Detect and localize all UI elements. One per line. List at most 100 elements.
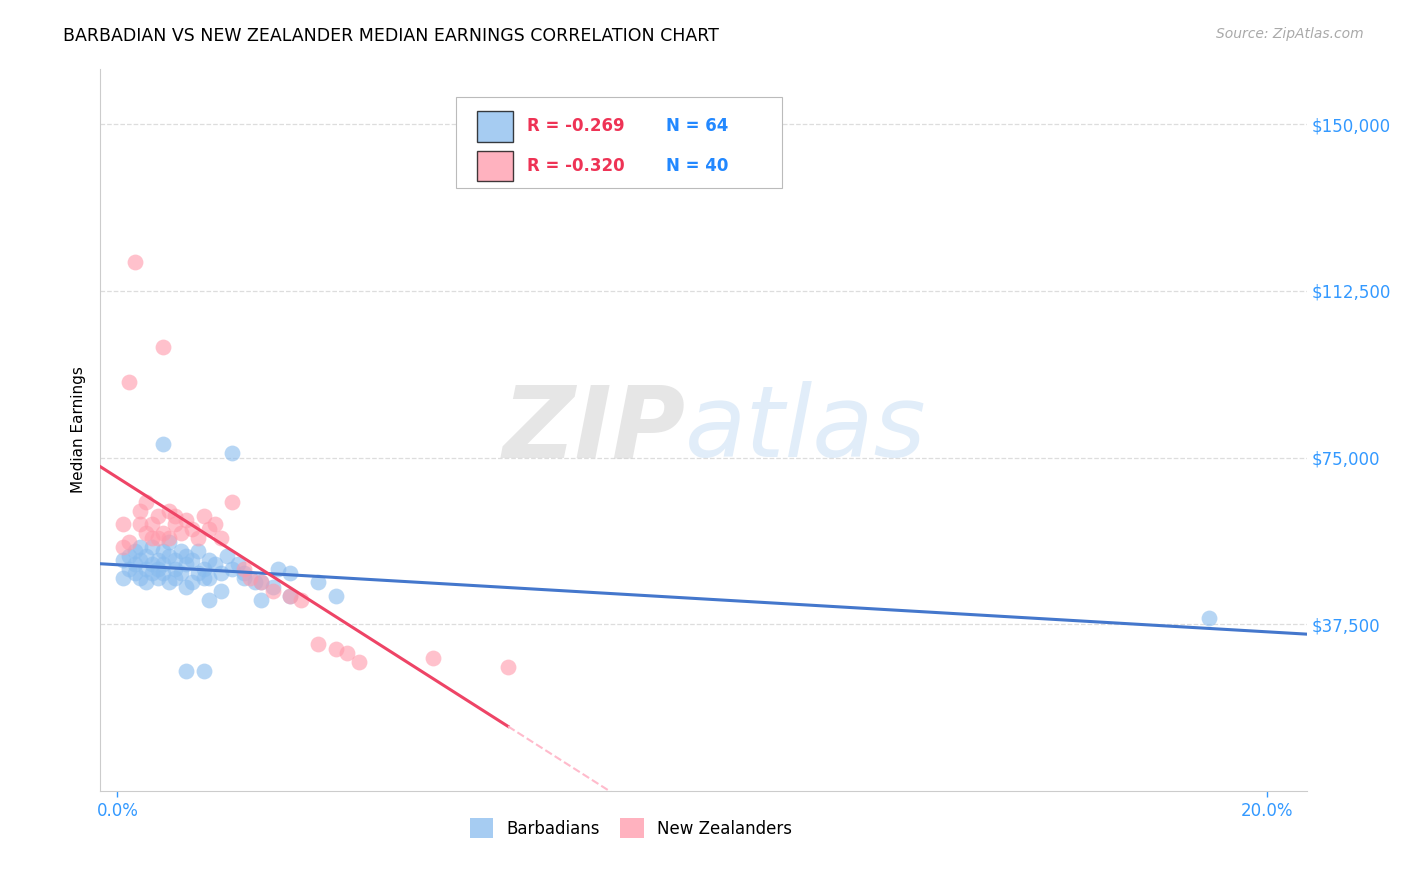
Point (209, 531, 232, 545)
Point (152, 566, 174, 581)
Point (112, 553, 135, 567)
Point (129, 571, 152, 585)
Point (209, 566, 232, 581)
Point (325, 642, 347, 657)
Point (146, 553, 169, 567)
Point (278, 566, 301, 581)
Point (176, 558, 198, 572)
Point (163, 553, 186, 567)
Point (112, 540, 135, 554)
Point (163, 508, 186, 523)
Point (181, 575, 204, 590)
Legend: Barbadians, New Zealanders: Barbadians, New Zealanders (464, 812, 799, 845)
Text: BARBADIAN VS NEW ZEALANDER MEDIAN EARNINGS CORRELATION CHART: BARBADIAN VS NEW ZEALANDER MEDIAN EARNIN… (63, 27, 718, 45)
Point (124, 544, 146, 558)
Text: R = -0.320: R = -0.320 (527, 157, 624, 175)
Point (141, 558, 163, 572)
Point (176, 664, 198, 678)
Point (204, 558, 226, 572)
Point (278, 589, 301, 603)
Point (221, 495, 243, 509)
Text: atlas: atlas (685, 382, 927, 478)
Point (226, 558, 249, 572)
Point (215, 549, 238, 563)
Point (308, 575, 330, 590)
Point (221, 446, 243, 460)
Point (112, 517, 135, 532)
Point (124, 255, 146, 269)
Point (163, 571, 186, 585)
Point (129, 553, 152, 567)
Point (187, 566, 209, 581)
Point (152, 544, 174, 558)
Point (181, 553, 204, 567)
Point (135, 526, 157, 541)
Point (193, 664, 215, 678)
Point (250, 575, 273, 590)
Point (141, 540, 163, 554)
Text: Source: ZipAtlas.com: Source: ZipAtlas.com (1216, 27, 1364, 41)
Point (198, 593, 221, 607)
Point (245, 575, 267, 590)
Point (129, 504, 152, 518)
Point (157, 535, 180, 549)
Point (146, 571, 169, 585)
Point (135, 562, 157, 576)
Point (187, 531, 209, 545)
Point (250, 575, 273, 590)
Point (152, 339, 174, 353)
Point (290, 593, 312, 607)
Point (262, 580, 284, 594)
Point (152, 558, 174, 572)
Point (238, 571, 260, 585)
Point (232, 566, 254, 581)
Point (152, 526, 174, 541)
Point (169, 526, 191, 541)
Point (176, 549, 198, 563)
Point (135, 549, 157, 563)
Text: N = 64: N = 64 (666, 118, 728, 136)
Point (112, 571, 135, 585)
Point (336, 647, 359, 661)
Point (176, 513, 198, 527)
FancyBboxPatch shape (477, 151, 513, 181)
FancyBboxPatch shape (456, 97, 782, 188)
Point (209, 584, 232, 599)
Point (157, 531, 180, 545)
Text: N = 40: N = 40 (666, 157, 728, 175)
Point (181, 522, 204, 536)
Point (193, 571, 215, 585)
Point (278, 589, 301, 603)
Point (308, 638, 330, 652)
Point (198, 553, 221, 567)
Point (169, 566, 191, 581)
Point (422, 650, 444, 665)
Point (135, 575, 157, 590)
Point (262, 584, 284, 599)
Point (221, 562, 243, 576)
Point (496, 659, 519, 673)
Point (118, 375, 141, 389)
Point (232, 562, 254, 576)
Point (157, 504, 180, 518)
Point (146, 531, 169, 545)
Point (163, 562, 186, 576)
Point (129, 540, 152, 554)
Point (129, 517, 152, 532)
Point (169, 544, 191, 558)
Point (1198, 611, 1220, 625)
Point (118, 535, 141, 549)
Point (124, 566, 146, 581)
Point (141, 517, 163, 532)
Point (193, 508, 215, 523)
Y-axis label: Median Earnings: Median Earnings (72, 367, 86, 493)
Point (118, 549, 141, 563)
Point (267, 562, 290, 576)
Point (176, 580, 198, 594)
Point (193, 562, 215, 576)
Point (187, 544, 209, 558)
Point (118, 562, 141, 576)
Point (347, 655, 370, 669)
Text: R = -0.269: R = -0.269 (527, 118, 624, 136)
Point (232, 571, 254, 585)
